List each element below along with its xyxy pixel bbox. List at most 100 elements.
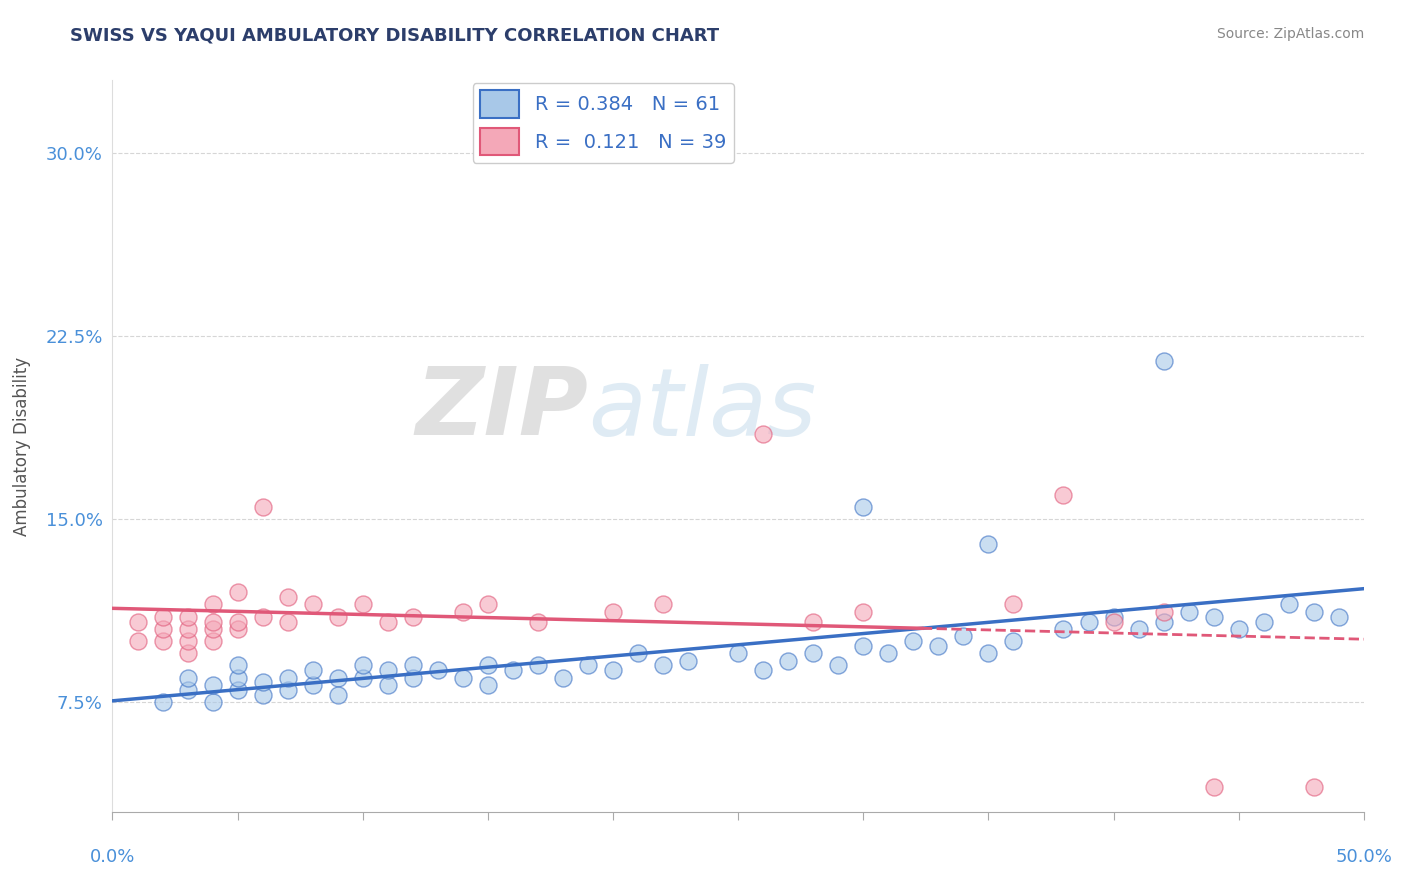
Point (352, 658, 374, 673)
Point (977, 646, 1000, 660)
Point (801, 615, 824, 629)
Point (977, 536, 1000, 550)
Point (301, 598, 323, 612)
Point (352, 671, 374, 685)
Point (201, 695, 224, 709)
Point (127, 634, 149, 648)
Point (176, 622, 198, 636)
Text: SWISS VS YAQUI AMBULATORY DISABILITY CORRELATION CHART: SWISS VS YAQUI AMBULATORY DISABILITY COR… (70, 27, 720, 45)
Point (477, 678, 499, 692)
Text: ZIP: ZIP (415, 363, 588, 456)
Point (752, 663, 775, 677)
Point (1177, 605, 1199, 619)
Point (201, 615, 224, 629)
Point (1153, 605, 1175, 619)
Point (176, 609, 198, 624)
Point (827, 658, 849, 673)
Text: 50.0%: 50.0% (1336, 848, 1392, 866)
Point (927, 639, 949, 653)
Point (477, 598, 499, 612)
Point (477, 658, 499, 673)
Point (1153, 615, 1175, 629)
Point (652, 598, 675, 612)
Point (127, 615, 149, 629)
Point (277, 682, 299, 697)
Point (201, 634, 224, 648)
Point (402, 658, 425, 673)
Point (1102, 609, 1125, 624)
Point (402, 609, 425, 624)
Point (576, 658, 599, 673)
Point (377, 663, 399, 677)
Text: 0.0%: 0.0% (90, 848, 135, 866)
Point (201, 598, 224, 612)
Point (301, 678, 323, 692)
Point (527, 658, 550, 673)
Point (1052, 488, 1074, 502)
Point (226, 682, 249, 697)
Point (1202, 780, 1225, 795)
Point (226, 671, 249, 685)
Point (1052, 622, 1074, 636)
Point (352, 598, 374, 612)
Point (602, 663, 624, 677)
Point (778, 654, 800, 668)
Point (627, 646, 650, 660)
Point (201, 678, 224, 692)
Point (1128, 622, 1150, 636)
Point (1077, 615, 1099, 629)
Point (1153, 353, 1175, 368)
Point (277, 671, 299, 685)
Point (152, 609, 174, 624)
Point (451, 671, 474, 685)
Point (402, 671, 425, 685)
Point (301, 663, 323, 677)
Point (877, 646, 900, 660)
Point (852, 605, 875, 619)
Point (1002, 598, 1025, 612)
Point (903, 634, 925, 648)
Point (676, 654, 699, 668)
Point (326, 688, 349, 702)
Point (852, 639, 875, 653)
Point (326, 609, 349, 624)
Point (226, 658, 249, 673)
Point (252, 675, 274, 690)
Point (852, 500, 875, 514)
Point (1102, 615, 1125, 629)
Point (551, 671, 574, 685)
Legend: R = 0.384   N = 61, R =  0.121   N = 39: R = 0.384 N = 61, R = 0.121 N = 39 (472, 83, 734, 163)
Point (451, 605, 474, 619)
Point (326, 671, 349, 685)
Point (252, 609, 274, 624)
Point (1278, 598, 1301, 612)
Point (377, 615, 399, 629)
Point (226, 585, 249, 599)
Point (152, 695, 174, 709)
Point (277, 590, 299, 604)
Point (1302, 605, 1324, 619)
Point (527, 615, 550, 629)
Text: Source: ZipAtlas.com: Source: ZipAtlas.com (1216, 27, 1364, 41)
Point (727, 646, 749, 660)
Point (752, 426, 775, 441)
Point (176, 682, 198, 697)
Point (152, 622, 174, 636)
Point (252, 500, 274, 514)
Point (602, 605, 624, 619)
Point (152, 634, 174, 648)
Point (1002, 634, 1025, 648)
Point (252, 688, 274, 702)
Point (277, 615, 299, 629)
Point (502, 663, 524, 677)
Point (201, 622, 224, 636)
Point (1302, 780, 1324, 795)
Point (176, 634, 198, 648)
Point (176, 646, 198, 660)
Point (226, 622, 249, 636)
Point (1202, 609, 1225, 624)
Point (952, 629, 974, 643)
Point (801, 646, 824, 660)
Point (226, 615, 249, 629)
Text: atlas: atlas (588, 364, 817, 455)
